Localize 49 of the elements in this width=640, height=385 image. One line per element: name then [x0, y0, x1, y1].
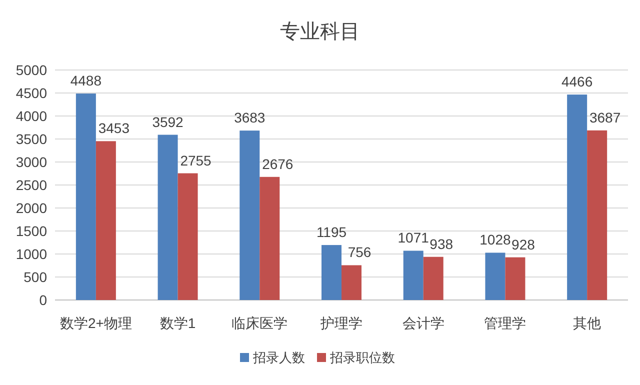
- x-tick-label: 数学1: [160, 315, 196, 331]
- bar: [567, 94, 588, 300]
- data-label: 1071: [398, 230, 430, 246]
- data-label: 3453: [98, 120, 130, 136]
- bar: [96, 141, 116, 300]
- bar: [322, 245, 342, 300]
- bar: [158, 134, 178, 300]
- x-tick-label: 管理学: [484, 315, 526, 331]
- y-tick-label: 500: [24, 269, 48, 285]
- y-tick-label: 0: [39, 292, 48, 308]
- bar: [260, 176, 280, 300]
- x-tick-label: 临床医学: [232, 315, 288, 331]
- bar: [587, 130, 608, 300]
- data-label: 756: [348, 244, 372, 260]
- bar: [423, 256, 444, 300]
- data-label: 4466: [561, 74, 593, 90]
- y-tick-label: 2000: [16, 200, 48, 216]
- data-label: 1028: [480, 232, 511, 248]
- data-label: 3687: [589, 109, 621, 126]
- bar: [76, 94, 96, 300]
- y-tick-label: 1000: [16, 246, 48, 262]
- data-label: 2676: [262, 156, 294, 172]
- data-label: 3592: [152, 114, 184, 130]
- x-tick-label: 数学2+物理: [60, 315, 132, 331]
- bar: [485, 252, 506, 300]
- data-label: 1195: [316, 224, 347, 240]
- data-label: 3683: [234, 110, 266, 126]
- y-tick-label: 2500: [16, 177, 48, 193]
- x-tick-label: 其他: [573, 315, 602, 331]
- bar: [342, 265, 362, 300]
- x-tick-label: 会计学: [402, 315, 444, 331]
- data-label: 4488: [70, 72, 102, 89]
- y-tick-label: 3000: [16, 154, 48, 170]
- data-label: 938: [430, 236, 454, 252]
- legend-label: 招录职位数: [329, 350, 395, 365]
- bar: [178, 173, 198, 300]
- y-tick-label: 3500: [16, 131, 48, 147]
- y-tick-label: 4000: [16, 108, 48, 124]
- y-tick-label: 5000: [16, 62, 48, 78]
- bar: [403, 250, 424, 300]
- y-tick-label: 4500: [16, 85, 48, 101]
- bar: [505, 257, 526, 300]
- y-tick-label: 1500: [16, 223, 48, 239]
- legend-label: 招录人数: [252, 350, 305, 365]
- data-label: 928: [512, 236, 536, 252]
- chart-title: 专业科目: [280, 21, 360, 43]
- data-label: 2755: [180, 152, 212, 168]
- x-tick-label: 护理学: [320, 315, 362, 331]
- bar: [240, 130, 260, 300]
